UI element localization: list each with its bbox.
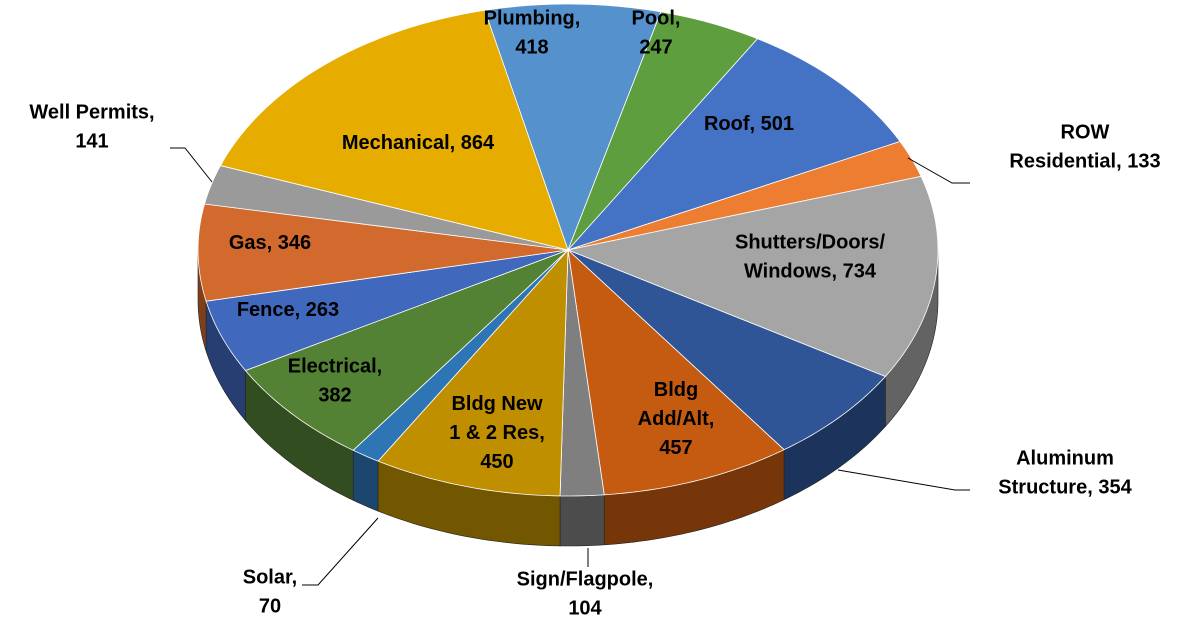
label-line: Gas, 346 — [229, 232, 311, 254]
leader-line — [907, 157, 970, 184]
data-label: Bldg Add/Alt, 457 — [638, 379, 715, 459]
label-line: Pool, — [632, 8, 681, 30]
label-line: Shutters/Doors/ — [735, 232, 885, 254]
label-line: 457 — [659, 437, 692, 459]
label-line: Plumbing, — [484, 8, 581, 30]
label-line: Sign/Flagpole, — [517, 569, 654, 591]
pie-slice — [566, 175, 939, 377]
pie-slice — [197, 203, 569, 302]
label-line: Add/Alt, — [638, 408, 715, 430]
pie-slice — [567, 248, 785, 496]
label-line: 450 — [480, 451, 513, 473]
data-label: Bldg New 1 & 2 Res, 450 — [449, 393, 545, 473]
pie-slice — [559, 249, 605, 497]
label-line: 141 — [75, 131, 108, 153]
pie-slice — [484, 3, 662, 252]
pie-slice — [377, 248, 569, 497]
data-label: ROW Residential, 133 — [1009, 122, 1160, 173]
leader-line — [302, 517, 379, 586]
label-line: Solar, — [243, 567, 297, 589]
data-label: Fence, 263 — [237, 299, 339, 321]
label-line: Fence, 263 — [237, 299, 339, 321]
label-line: Aluminum — [1016, 448, 1114, 470]
data-label: Plumbing, 418 — [484, 8, 581, 59]
label-line: ROW — [1061, 122, 1110, 144]
pie-slice — [244, 249, 569, 451]
leader-line — [837, 469, 970, 491]
label-line: 70 — [259, 596, 281, 618]
pie-slice — [566, 38, 901, 251]
data-label: Sign/Flagpole, 104 — [517, 569, 654, 620]
pie-slice — [567, 141, 922, 251]
label-line: 418 — [515, 37, 548, 59]
pie-slice — [567, 249, 887, 451]
label-line: Windows, 734 — [744, 261, 877, 283]
label-line: Bldg New — [451, 393, 543, 415]
pie-slice — [567, 11, 759, 251]
data-label: Electrical, 382 — [288, 356, 383, 407]
data-label: Shutters/Doors/Windows, 734 — [735, 232, 885, 283]
label-line: Bldg — [654, 379, 698, 401]
label-line: Electrical, — [288, 356, 383, 378]
data-label: Roof, 501 — [704, 113, 794, 135]
label-line: Residential, 133 — [1009, 151, 1160, 173]
data-label: Gas, 346 — [229, 232, 311, 254]
label-line: Roof, 501 — [704, 113, 794, 135]
label-line: 1 & 2 Res, — [449, 422, 545, 444]
data-label: Well Permits, 141 — [29, 102, 154, 153]
pie-slice — [205, 249, 569, 372]
pie-slice — [352, 249, 569, 462]
label-line: Structure, 354 — [998, 477, 1132, 499]
data-label: Solar, 70 — [243, 567, 297, 618]
label-line: 247 — [639, 37, 672, 59]
slice-side — [559, 494, 605, 547]
data-label: Aluminum Structure, 354 — [998, 448, 1132, 499]
pie-slice — [219, 9, 569, 251]
label-line: 382 — [318, 385, 351, 407]
label-line: Mechanical, 864 — [342, 132, 495, 154]
data-label: Pool, 247 — [632, 8, 681, 59]
data-label: Mechanical, 864 — [342, 132, 495, 154]
label-line: Well Permits, — [29, 102, 154, 124]
pie-slice — [204, 165, 569, 251]
leader-line — [170, 147, 213, 183]
label-line: 104 — [568, 598, 602, 620]
